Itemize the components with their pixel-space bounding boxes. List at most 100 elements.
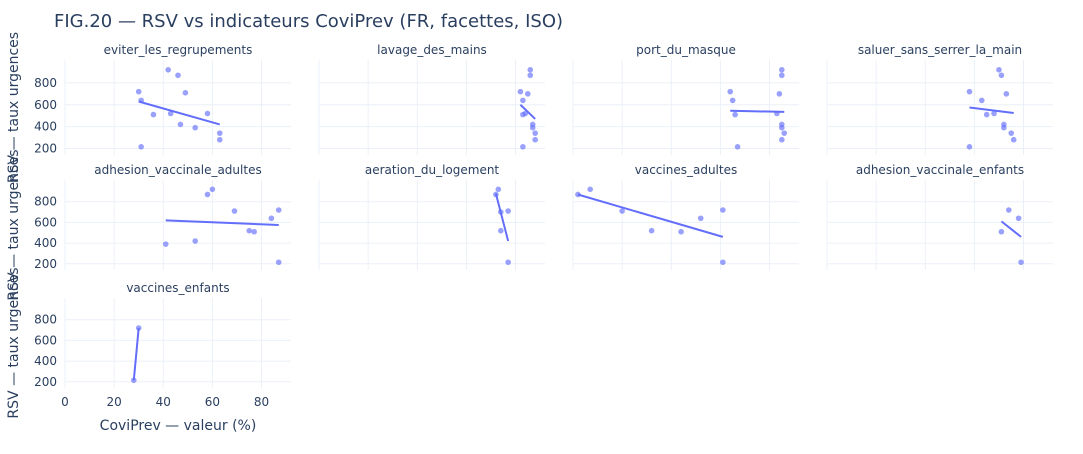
data-point [275,207,282,213]
y-tick-label: 600 [34,98,57,112]
trend-line [165,219,279,226]
x-tick-label: 40 [156,395,171,409]
data-point [517,88,524,95]
y-axis-label: RSV — taux urgences [6,32,22,183]
y-tick-label: 800 [34,195,57,209]
data-point [216,136,223,143]
data-point [1003,91,1010,97]
data-point [727,88,734,95]
data-point [966,88,973,95]
data-point [779,67,785,73]
facet-label: adhesion_vaccinale_enfants [856,163,1024,177]
data-point [204,191,211,198]
y-tick-label: 800 [34,76,57,90]
data-point [520,97,526,104]
facet-panel: adhesion_vaccinale_enfants [826,163,1053,270]
facet-panel: saluer_sans_serrer_la_main [826,43,1053,155]
y-axis-label: RSV — taux urgences [6,149,22,300]
trend-line [730,109,785,113]
data-point [720,207,726,213]
y-tick-label: 400 [34,354,57,368]
data-point [177,121,184,128]
data-point [779,136,785,143]
chart-title: FIG.20 — RSV vs indicateurs CoviPrev (FR… [54,11,564,32]
data-point [776,91,783,97]
data-point [527,72,534,79]
x-tick-label: 80 [254,395,269,409]
data-point [1010,136,1017,143]
facet-panel: aeration_du_logement [318,163,545,270]
data-point [966,144,973,150]
data-point [204,110,211,117]
facet-label: lavage_des_mains [377,43,487,57]
data-point [1015,215,1022,222]
data-point [996,67,1002,73]
trend-line [132,327,140,381]
facet-label: port_du_masque [636,43,736,57]
facet-panel: lavage_des_mains [318,43,545,155]
data-point [991,110,997,117]
facet-label: eviter_les_regrupements [104,43,253,57]
data-point [138,144,144,150]
facet-panel: vaccines_adultes [572,163,799,270]
y-tick-label: 600 [34,215,57,229]
x-tick-label: 0 [61,395,69,409]
facet-panel: adhesion_vaccinale_adultes 200 400 600 800 RS… [6,149,291,301]
data-point [251,228,257,235]
data-point [978,97,985,104]
trend-line [969,106,1014,114]
data-point [779,72,785,79]
data-point [532,136,538,143]
x-axis-label: CoviPrev — valeur (%) [100,418,257,434]
data-point [1008,130,1015,136]
facet-panel: vaccines_enfants 200 400 600 800 0 20 40 60 80 Cov… [6,267,291,434]
facet-label: vaccines_adultes [635,163,737,177]
x-tick-label: 60 [205,395,220,409]
data-point [209,186,216,193]
trend-line [494,193,510,242]
data-point [231,208,238,214]
data-point [165,67,171,73]
data-point [678,228,684,235]
data-point [1005,207,1012,213]
facet-label: aeration_du_logement [365,163,500,177]
data-point [135,88,142,95]
data-point [998,228,1005,235]
data-point [734,144,741,150]
data-point [167,110,174,117]
data-point [720,259,726,266]
trend-line [519,104,536,120]
data-point [729,97,736,104]
y-tick-label: 400 [34,236,57,250]
y-tick-label: 200 [34,141,57,155]
data-point [529,124,536,131]
data-point [527,67,534,73]
facet-label: saluer_sans_serrer_la_main [858,43,1022,57]
y-tick-label: 600 [34,333,57,347]
trend-line [577,193,724,238]
y-tick-label: 400 [34,120,57,134]
y-tick-label: 200 [34,375,57,389]
data-point [520,144,526,150]
data-point [497,227,504,234]
data-point [505,259,511,266]
data-point [1001,124,1007,131]
data-point [779,124,785,131]
data-point [998,72,1005,79]
data-point [587,186,593,193]
data-point [162,241,169,247]
data-point [246,227,253,234]
data-point [732,111,738,118]
y-tick-label: 200 [34,257,57,271]
data-point [781,130,788,136]
facet-label: vaccines_enfants [126,281,229,295]
data-point [495,186,502,193]
data-point [619,208,625,214]
data-point [697,215,704,222]
trend-line [1000,220,1022,238]
data-point [216,130,223,136]
data-point [525,91,531,97]
y-axis-label: RSV — taux urgences [6,267,22,418]
